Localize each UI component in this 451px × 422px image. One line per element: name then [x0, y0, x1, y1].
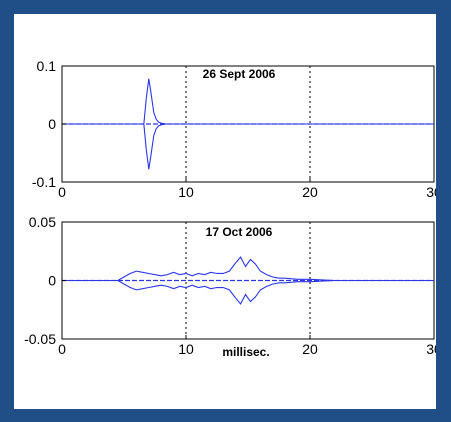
figure-panel: 0102030-0.100.126 Sept 20060102030-0.050…	[14, 14, 436, 409]
plot2-ytick-label-2: 0.05	[29, 214, 56, 230]
plot2-ytick-label-0: -0.05	[24, 331, 56, 347]
plot1-title: 26 Sept 2006	[203, 67, 276, 81]
plot2-xtick-label-0: 0	[58, 341, 66, 357]
plot1-xtick-label-30: 30	[426, 184, 436, 200]
plot1-xtick-label-20: 20	[302, 184, 318, 200]
plot2-series-0-upper	[62, 256, 434, 282]
plot2-xtick-label-30: 30	[426, 341, 436, 357]
plot2-xtick-label-10: 10	[178, 341, 194, 357]
plot2-xtick-label-20: 20	[302, 341, 318, 357]
plot1-xtick-label-0: 0	[58, 184, 66, 200]
plot1-series-0-lower	[62, 123, 434, 170]
plot1-ytick-label-1: 0	[48, 116, 56, 132]
plot1-ytick-label-0: -0.1	[32, 174, 56, 190]
plot1-ytick-label-2: 0.1	[37, 58, 57, 74]
plot2-series-0-lower	[62, 279, 434, 305]
plot1-xtick-label-10: 10	[178, 184, 194, 200]
plot2-xlabel: millisec.	[222, 345, 269, 359]
plot1-series-0-upper	[62, 78, 434, 125]
plot2-ytick-label-1: 0	[48, 273, 56, 289]
plot2-title: 17 Oct 2006	[206, 225, 273, 239]
figure-canvas: 0102030-0.100.126 Sept 20060102030-0.050…	[24, 58, 436, 359]
